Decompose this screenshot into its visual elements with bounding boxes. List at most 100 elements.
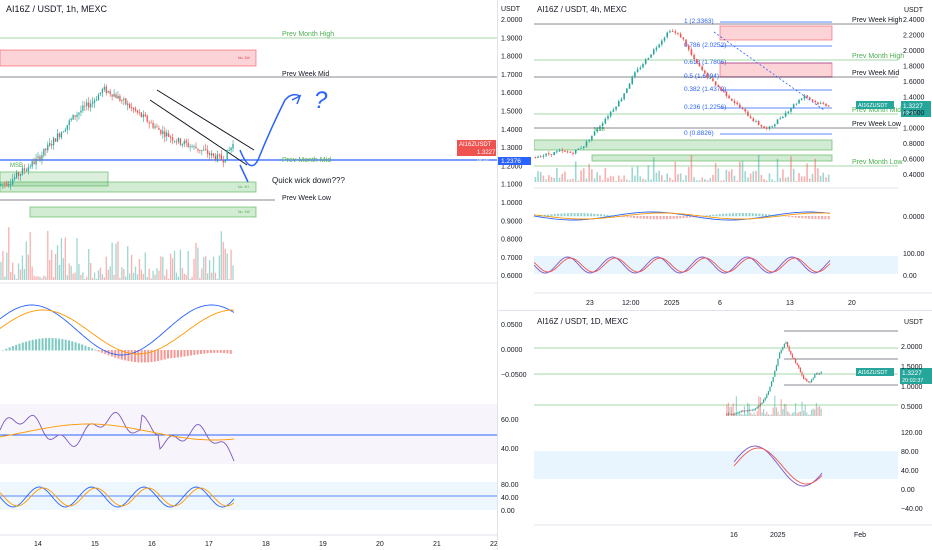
chart-1d[interactable]: AI16Z / USDT, 1D, MEXC USDT AI16ZUSDT 1.…	[534, 311, 932, 550]
volume-bar	[780, 399, 782, 416]
macd-histogram-bar	[64, 339, 67, 351]
candle-body	[607, 116, 609, 119]
candle-body	[687, 45, 690, 50]
volume-bar	[52, 277, 55, 280]
candle-body	[539, 156, 542, 158]
volume-bar	[140, 269, 143, 280]
macd-histogram-bar	[25, 341, 28, 351]
volume-bar	[783, 403, 785, 416]
macd-histogram-bar	[21, 342, 24, 351]
stoch-d-line	[733, 447, 823, 485]
macd-histogram-bar	[573, 213, 576, 217]
volume-bar	[97, 270, 100, 280]
volume-bar	[39, 276, 41, 280]
volume-bar	[84, 278, 86, 280]
candle-body	[809, 97, 811, 100]
candle-body	[534, 157, 537, 158]
volume-bar	[704, 179, 706, 182]
chart-1h[interactable]: AI16Z / USDT, 1h, MEXC No. 1W Prev Month…	[0, 0, 497, 550]
volume-bar	[156, 268, 158, 280]
y-tick-label: 2.4000	[903, 17, 925, 24]
volume-bar	[109, 266, 111, 280]
volume-bar	[731, 406, 733, 416]
volume-bar	[86, 276, 88, 280]
volume-bar	[801, 401, 803, 416]
volume-bar	[735, 396, 737, 416]
macd-histogram-bar	[114, 350, 117, 358]
macd-histogram-bar	[51, 338, 54, 351]
volume-bar	[698, 180, 701, 182]
x-tick-label: 19	[319, 541, 327, 548]
candle-body	[652, 49, 655, 55]
macd-histogram-bar	[553, 213, 556, 217]
last-price: 1.3227	[902, 370, 922, 377]
volume-bar	[51, 249, 53, 280]
volume-bar	[574, 161, 577, 182]
macd-pane	[534, 211, 831, 221]
candle-body	[31, 161, 33, 167]
volume-bar	[768, 173, 771, 182]
candle-body	[793, 357, 795, 360]
volume-bar	[99, 267, 102, 280]
macd-histogram-bar	[807, 216, 810, 219]
macd-histogram-bar	[626, 216, 629, 218]
candle-body	[226, 149, 228, 161]
candle-body	[757, 121, 760, 125]
macd-histogram-bar	[15, 344, 18, 351]
candle-body	[121, 100, 123, 102]
level-label: Prev Month Low	[852, 159, 904, 166]
stoch-k-line	[733, 445, 823, 487]
candle-body	[674, 31, 677, 33]
volume-bar	[814, 409, 816, 416]
candle-body	[763, 126, 765, 128]
axis-unit: USDT	[904, 7, 924, 14]
macd-tick-label: −0.0500	[501, 372, 527, 379]
volume-bar	[580, 170, 582, 182]
volume-bar	[216, 278, 219, 280]
candle-body	[804, 378, 806, 380]
volume-bar	[741, 160, 744, 182]
chart-4h[interactable]: AI16Z / USDT, 4h, MEXC USDT 1 (2.3363) 0.…	[534, 0, 932, 310]
candle-body	[685, 39, 687, 46]
volume-bar	[745, 414, 747, 416]
volume-bar	[130, 254, 133, 280]
volume-bar	[45, 276, 47, 280]
candle-body	[750, 409, 752, 411]
volume-bar	[125, 276, 127, 280]
volume-bar	[767, 414, 769, 416]
candle-body	[755, 408, 757, 410]
candle-body	[787, 111, 790, 114]
volume-bar	[158, 270, 160, 280]
macd-histogram-bar	[636, 216, 639, 219]
volume-bar	[208, 260, 211, 280]
volume-bar	[612, 176, 615, 182]
price-axis-1h[interactable]: USDT 2.0000 1.9000 1.8000 1.7000 1.6000 1.500…	[498, 0, 534, 550]
macd-histogram-bar	[97, 350, 100, 352]
volume-bar	[33, 275, 35, 280]
macd-histogram-bar	[791, 216, 794, 218]
stoch-tick-label: 0.00	[901, 487, 915, 494]
volume-bar	[191, 276, 193, 280]
symbol-tag	[457, 140, 496, 148]
volume-bar	[8, 227, 10, 280]
macd-histogram-bar	[639, 216, 642, 219]
macd-histogram-bar	[48, 338, 51, 351]
macd-histogram-bar	[656, 216, 659, 220]
crosshair-price-tag	[498, 157, 531, 165]
candle-body	[550, 154, 553, 155]
volume-bar	[169, 253, 172, 280]
macd-histogram-bar	[596, 213, 599, 217]
symbol-tag	[856, 368, 894, 376]
volume-bar	[779, 414, 781, 416]
candle-body	[795, 359, 797, 363]
volume-bar	[212, 256, 215, 280]
candle-body	[788, 346, 790, 351]
volume-bar	[601, 180, 604, 182]
candle-body	[644, 59, 647, 64]
candle-body	[60, 132, 63, 138]
y-tick-label: 1.4000	[501, 127, 523, 134]
candle-body	[647, 57, 650, 60]
volume-bar	[806, 163, 808, 182]
volume-bar	[747, 402, 749, 416]
volume-bar	[181, 268, 183, 280]
